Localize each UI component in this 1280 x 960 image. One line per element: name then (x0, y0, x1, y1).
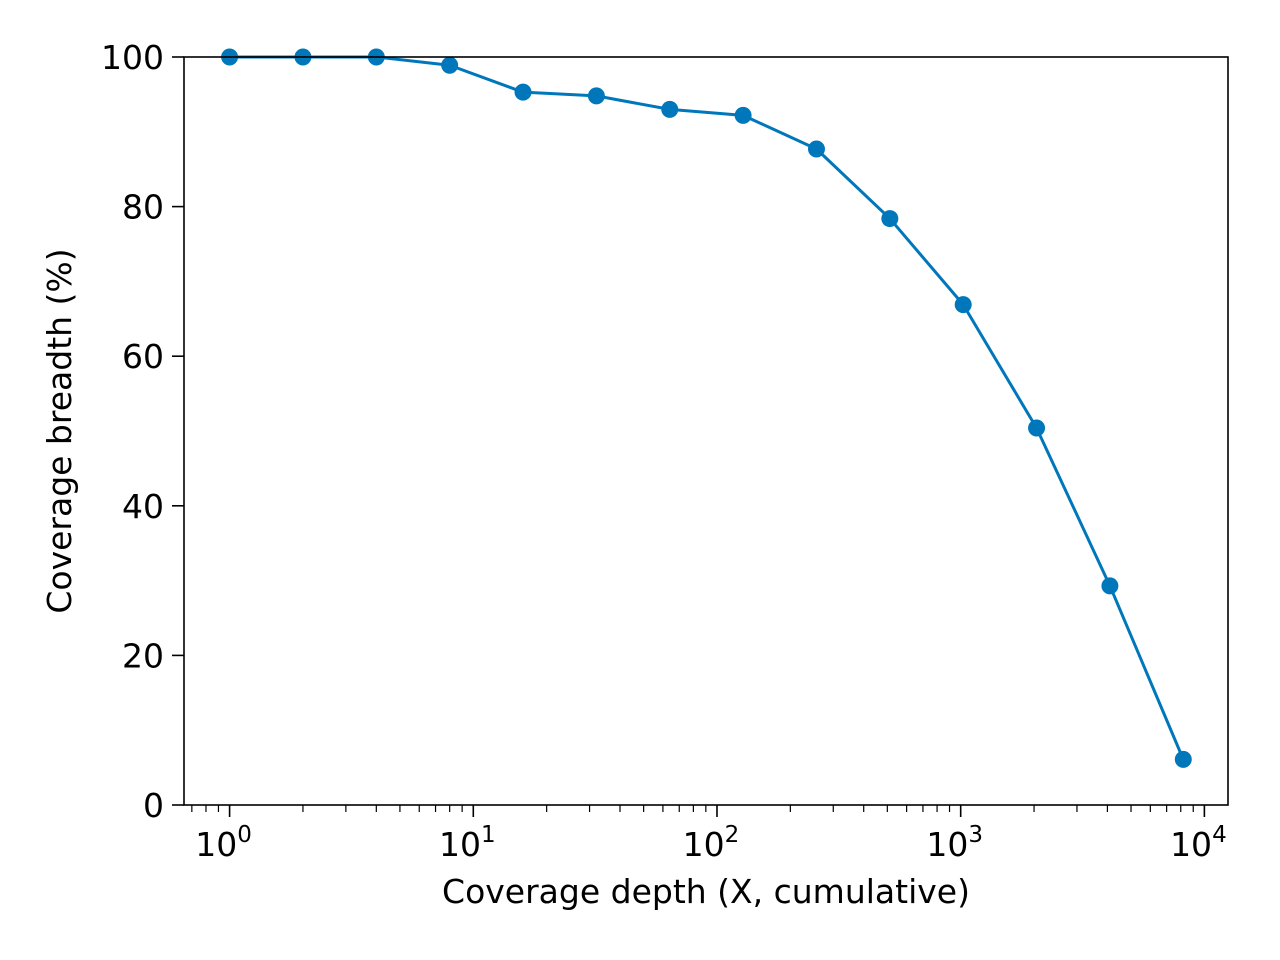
data-point (734, 106, 752, 124)
y-tick-label: 40 (122, 487, 164, 526)
data-point (1028, 419, 1046, 437)
x-tick-exponent: 1 (481, 822, 496, 848)
series-layer (221, 48, 1192, 768)
x-tick-exponent: 3 (968, 822, 983, 848)
x-minor-ticks (191, 805, 1194, 812)
data-point (514, 83, 532, 101)
x-tick-exponent: 2 (725, 822, 740, 848)
data-point (1174, 750, 1192, 768)
y-tick-label: 20 (122, 636, 164, 675)
x-tick-label: 103 (926, 822, 983, 864)
y-tick-label: 0 (143, 786, 164, 825)
x-axis-ticks: 100 101 102 103 104 (195, 805, 1227, 864)
x-tick-exponent: 0 (237, 822, 252, 848)
x-tick-base: 10 (439, 825, 481, 864)
x-tick-base: 10 (1170, 825, 1212, 864)
y-tick-label: 60 (122, 337, 164, 376)
data-point (1101, 577, 1119, 595)
data-point (441, 56, 459, 74)
y-axis-ticks: 0 20 40 60 80 100 (101, 38, 184, 825)
series-line (229, 55, 1185, 760)
x-tick-label: 100 (195, 822, 252, 864)
data-point (954, 296, 972, 314)
x-tick-exponent: 4 (1212, 822, 1227, 848)
data-point (881, 210, 899, 228)
x-tick-label: 104 (1170, 822, 1227, 864)
y-tick-label: 100 (101, 38, 164, 77)
x-tick-base: 10 (926, 825, 968, 864)
data-point (807, 140, 825, 158)
data-point (661, 100, 679, 118)
x-tick-base: 10 (195, 825, 237, 864)
plot-frame (183, 56, 1229, 806)
data-point (587, 87, 605, 105)
x-axis-label: Coverage depth (X, cumulative) (442, 872, 970, 911)
y-tick-label: 80 (122, 188, 164, 227)
x-tick-label: 101 (439, 822, 496, 864)
y-axis-label: Coverage breadth (%) (40, 248, 79, 613)
x-tick-base: 10 (683, 825, 725, 864)
x-tick-label: 102 (683, 822, 740, 864)
